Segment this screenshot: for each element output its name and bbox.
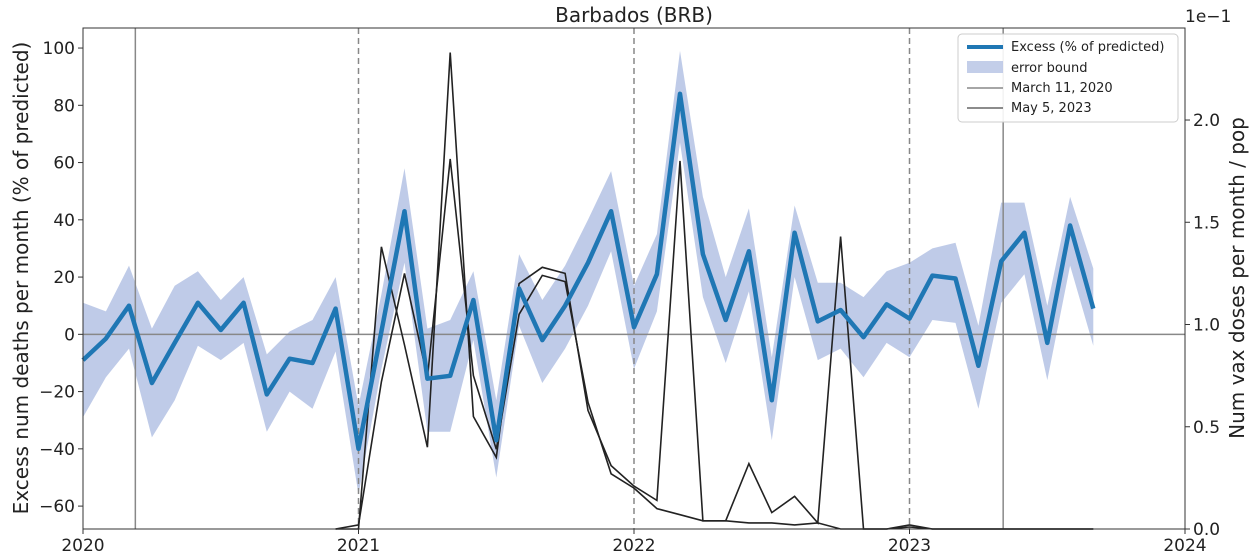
- x-tick-label-3: 2023: [888, 536, 931, 556]
- legend: Excess (% of predicted) error bound Marc…: [957, 33, 1179, 123]
- y2-tick-label-2: 1.0: [1193, 316, 1220, 336]
- legend-label-may: May 5, 2023: [1011, 101, 1092, 116]
- y-tick-label-3: 0: [64, 325, 75, 345]
- error-band: [83, 50, 1094, 495]
- right-axis-multiplier: 1e−1: [1185, 7, 1231, 27]
- y2-tick-label-4: 2.0: [1193, 111, 1220, 131]
- x-axis: 2020 2021 2022 2023 2024: [61, 529, 1207, 556]
- chart-title: Barbados (BRB): [555, 3, 713, 27]
- x-tick-label-2: 2022: [612, 536, 655, 556]
- excess-line-layer: [81, 91, 1096, 452]
- x-tick-label-0: 2020: [61, 536, 104, 556]
- legend-box: [957, 33, 1179, 123]
- y-tick-label-2: −20: [39, 383, 75, 403]
- legend-label-excess: Excess (% of predicted): [1011, 40, 1164, 55]
- y-axis-right: 0.0 0.5 1.0 1.5 2.0: [1185, 111, 1220, 540]
- y-tick-label-5: 40: [53, 211, 75, 231]
- error-band-layer: [83, 50, 1094, 495]
- legend-label-march: March 11, 2020: [1011, 81, 1113, 96]
- y-tick-label-8: 100: [43, 39, 75, 59]
- legend-swatch-error-bound: [967, 61, 1003, 73]
- y-tick-label-1: −40: [39, 440, 75, 460]
- y-tick-label-0: −60: [39, 497, 75, 517]
- y-tick-label-6: 60: [53, 154, 75, 174]
- y-tick-label-4: 20: [53, 268, 75, 288]
- x-tick-label-4: 2024: [1163, 536, 1206, 556]
- y-axis-label-right: Num vax doses per month / pop: [1225, 117, 1249, 439]
- y-axis-label: Excess num deaths per month (% of predic…: [9, 42, 33, 515]
- excess-line: [81, 91, 1096, 452]
- y-tick-label-7: 80: [53, 96, 75, 116]
- x-tick-label-1: 2021: [337, 536, 380, 556]
- y-axis-left: −60 −40 −20 0 20 40 60 80 100: [39, 39, 83, 517]
- legend-label-error-bound: error bound: [1011, 61, 1088, 76]
- y2-tick-label-0: 0.0: [1193, 520, 1220, 540]
- y2-tick-label-1: 0.5: [1193, 418, 1220, 438]
- y2-tick-label-3: 1.5: [1193, 213, 1220, 233]
